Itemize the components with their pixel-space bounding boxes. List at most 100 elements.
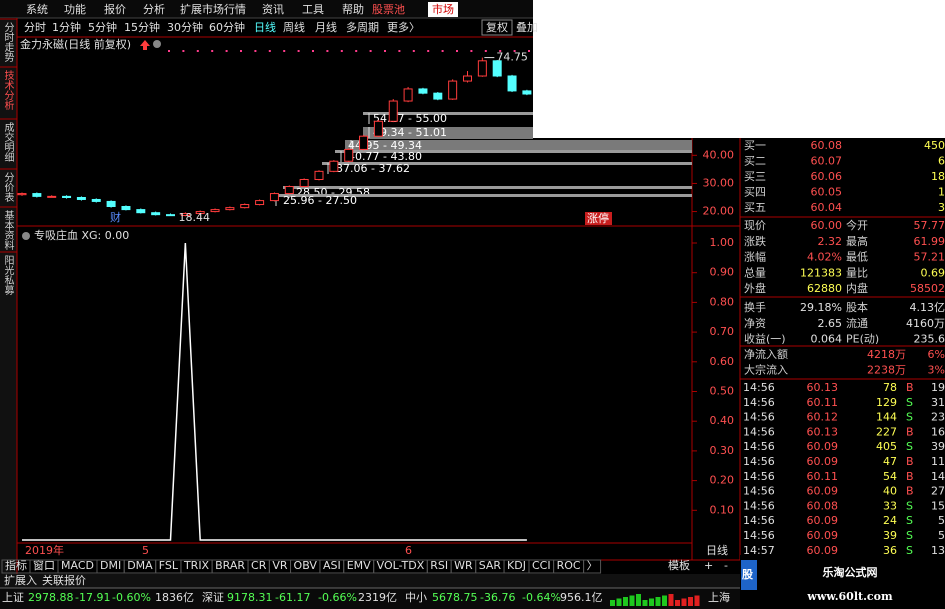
indicator-tab[interactable]: SAR	[479, 559, 502, 572]
trade-price: 60.09	[807, 440, 839, 453]
indicator-tab[interactable]: FSL	[159, 559, 179, 572]
trade-time: 14:56	[743, 411, 775, 424]
menu-item[interactable]: 分析	[143, 2, 165, 16]
period-button[interactable]: 1分钟	[52, 20, 81, 34]
book-label: 买三	[744, 170, 766, 183]
menu-item[interactable]: 系统	[26, 3, 48, 16]
period-dot	[297, 50, 300, 52]
menu-item[interactable]: 功能	[64, 2, 86, 16]
indicator-tab[interactable]: TRIX	[183, 559, 210, 572]
indicator-tab[interactable]: DMA	[127, 559, 153, 572]
indicator-tab[interactable]: CCI	[532, 559, 551, 572]
status-item: 1836亿	[155, 591, 194, 604]
indicator-tab[interactable]: OBV	[294, 559, 318, 572]
indicator-tab[interactable]: KDJ	[507, 559, 526, 572]
sub-tab[interactable]: 关联报价	[42, 573, 86, 587]
indicator-tab[interactable]: 指标	[5, 558, 27, 572]
side-tab[interactable]: 分时走势	[2, 22, 14, 63]
period-button[interactable]: 叠加	[516, 21, 538, 34]
indicator-tab[interactable]: 〉	[587, 559, 598, 572]
indicator-tab[interactable]: CR	[251, 559, 267, 572]
menu-item[interactable]: 扩展市场行情	[180, 2, 246, 16]
book-price: 60.08	[811, 139, 843, 152]
sub-tab[interactable]: 扩展入	[4, 573, 37, 587]
candle-body	[240, 204, 250, 209]
period-button[interactable]: 复权	[486, 20, 508, 34]
period-button[interactable]: 更多〉	[387, 20, 420, 34]
candle-body	[448, 80, 458, 100]
side-tab[interactable]: 技术分析	[2, 69, 14, 111]
stat-label: 最高	[846, 234, 868, 248]
indicator-tab[interactable]: 窗口	[33, 558, 55, 572]
indicator-tab[interactable]: BRAR	[215, 559, 245, 572]
template-tab[interactable]: +	[704, 559, 713, 572]
side-tab[interactable]: 成交明细	[2, 122, 14, 162]
y-tick-label: 0.10	[710, 503, 735, 516]
period-button[interactable]: 30分钟	[167, 20, 203, 34]
breadth-bar	[681, 598, 687, 606]
candle-body	[269, 193, 279, 202]
indicator-tab[interactable]: DMI	[100, 559, 121, 572]
period-dot	[412, 50, 415, 52]
stat-label: 收益(一)	[744, 332, 786, 346]
side-tab[interactable]: 基本资料	[2, 209, 14, 251]
indicator-tab[interactable]: EMV	[347, 559, 371, 572]
indicator-tab[interactable]: VOL-TDX	[377, 559, 425, 572]
status-item: -36.76	[480, 591, 515, 604]
template-tab[interactable]: 模板	[668, 558, 690, 572]
book-price: 60.06	[811, 170, 843, 183]
indicator-tab[interactable]: ASI	[323, 559, 341, 572]
breadth-bar	[694, 595, 700, 606]
trade-volume: 33	[883, 499, 897, 512]
candle-body	[106, 200, 116, 207]
candle-body	[344, 148, 354, 162]
candle-body	[121, 206, 131, 211]
indicator-tab[interactable]: MACD	[61, 559, 94, 572]
period-button[interactable]: 月线	[315, 20, 337, 34]
candle-body	[403, 88, 413, 102]
menu-item[interactable]: 资讯	[262, 3, 284, 16]
side-tab[interactable]: 阳光私募	[2, 255, 14, 296]
status-item: 深证	[202, 591, 224, 604]
trade-count: 11	[931, 455, 945, 468]
period-button[interactable]: 日线	[254, 20, 276, 34]
trade-price: 60.09	[807, 529, 839, 542]
trade-time: 14:56	[743, 425, 775, 438]
period-button[interactable]: 分时	[24, 21, 46, 34]
menu-item[interactable]: 工具	[302, 3, 324, 16]
stat-label: 现价	[744, 219, 766, 232]
trade-side: S	[906, 411, 913, 424]
menu-item[interactable]: 帮助	[342, 2, 364, 16]
period-button[interactable]: 60分钟	[209, 20, 245, 34]
trade-side: S	[906, 544, 913, 557]
period-button[interactable]: 周线	[283, 20, 305, 34]
chip-line	[283, 186, 692, 189]
status-item: 2319亿	[358, 591, 397, 604]
stat-label: 外盘	[744, 281, 766, 295]
stat-value: 58502	[910, 282, 945, 295]
period-dot	[398, 50, 401, 52]
menu-item[interactable]: 股票池	[372, 3, 405, 16]
candle-body	[373, 120, 383, 137]
watermark-name: 乐淘公式网	[823, 565, 878, 579]
period-button[interactable]: 15分钟	[124, 20, 160, 34]
indicator-tab[interactable]: ROC	[557, 559, 581, 572]
indicator-tab[interactable]: RSI	[430, 559, 448, 572]
menu-item[interactable]: 报价	[104, 2, 126, 16]
trade-price: 60.11	[807, 470, 839, 483]
logo-bg	[741, 560, 757, 590]
template-tab[interactable]: -	[724, 559, 728, 572]
chip-line	[335, 150, 692, 153]
flow-percent: 6%	[928, 348, 945, 361]
trade-price: 60.09	[807, 544, 839, 557]
side-tab[interactable]: 分价表	[2, 172, 14, 203]
trade-price: 60.13	[807, 381, 839, 394]
menu-item[interactable]: 市场	[432, 2, 454, 16]
period-button[interactable]: 5分钟	[88, 20, 117, 34]
indicator-tab[interactable]: WR	[454, 559, 473, 572]
indicator-tab[interactable]: VR	[272, 559, 288, 572]
period-dot	[456, 50, 458, 52]
period-button[interactable]: 多周期	[346, 20, 379, 34]
book-price: 60.05	[811, 186, 843, 199]
sub-tab-bar	[0, 574, 740, 588]
